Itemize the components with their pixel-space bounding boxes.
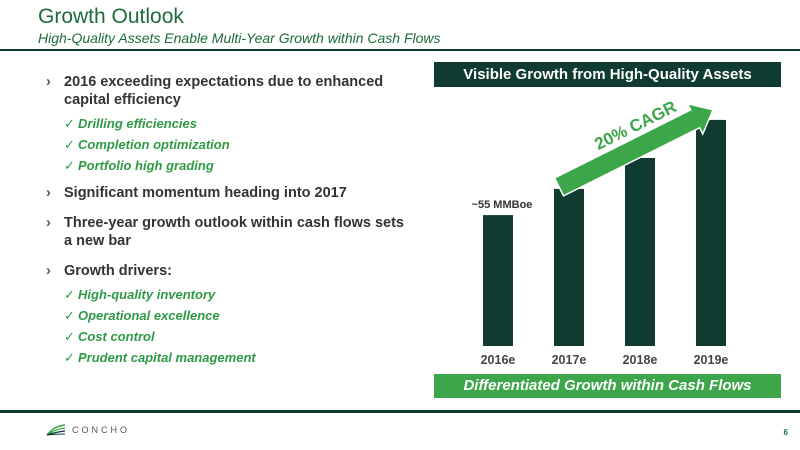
bar-2016e	[483, 215, 513, 346]
bar-2019e	[696, 119, 726, 347]
bullet-text: Significant momentum heading into 2017	[64, 185, 347, 201]
check-icon: ✓	[64, 116, 75, 131]
chevron-right-icon: ›	[46, 263, 51, 279]
bar-2017e	[554, 188, 584, 346]
chevron-right-icon: ›	[46, 215, 51, 231]
sub-bullet-item: ✓ Cost control	[46, 326, 406, 347]
sub-bullet-text: High-quality inventory	[78, 287, 216, 302]
bullet-item: › 2016 exceeding expectations due to enh…	[46, 73, 406, 109]
data-label: ~55 MMBoe	[472, 199, 533, 211]
check-icon: ✓	[64, 137, 75, 152]
sub-bullet-item: ✓ Operational excellence	[46, 305, 406, 326]
title-divider	[0, 49, 800, 51]
chevron-right-icon: ›	[46, 185, 51, 201]
bullet-text: Three-year growth outlook within cash fl…	[64, 215, 404, 249]
bar-2018e	[625, 157, 655, 346]
check-icon: ✓	[64, 158, 75, 173]
sub-bullet-item: ✓ High-quality inventory	[46, 284, 406, 305]
bullet-text: 2016 exceeding expectations due to enhan…	[64, 74, 384, 108]
bullet-item: › Significant momentum heading into 2017	[46, 184, 406, 202]
sub-bullet-item: ✓ Prudent capital management	[46, 347, 406, 368]
x-tick-label: 2017e	[552, 353, 587, 367]
sub-bullet-text: Prudent capital management	[78, 350, 256, 365]
sub-bullet-text: Cost control	[78, 329, 155, 344]
page-title: Growth Outlook	[38, 5, 184, 28]
x-tick-label: 2016e	[481, 353, 516, 367]
logo-mark-icon	[46, 424, 66, 436]
bullet-item: › Three-year growth outlook within cash …	[46, 214, 406, 250]
chevron-right-icon: ›	[46, 74, 51, 90]
sub-bullet-item: ✓ Drilling efficiencies	[46, 113, 406, 134]
sub-bullet-text: Portfolio high grading	[78, 158, 214, 173]
company-logo: CONCHO	[46, 424, 130, 436]
sub-bullet-item: ✓ Portfolio high grading	[46, 155, 406, 176]
x-tick-label: 2018e	[623, 353, 658, 367]
sub-bullet-text: Drilling efficiencies	[78, 116, 197, 131]
x-tick-label: 2019e	[694, 353, 729, 367]
bullet-item: › Growth drivers:	[46, 262, 406, 280]
chart-footer: Differentiated Growth within Cash Flows	[434, 374, 781, 398]
cagr-arrow	[553, 102, 715, 197]
footer-divider	[0, 410, 800, 413]
bullet-text: Growth drivers:	[64, 263, 172, 279]
sub-bullet-text: Completion optimization	[78, 137, 230, 152]
check-icon: ✓	[64, 350, 75, 365]
check-icon: ✓	[64, 287, 75, 302]
sub-bullet-text: Operational excellence	[78, 308, 220, 323]
bullet-list: › 2016 exceeding expectations due to enh…	[46, 73, 406, 368]
check-icon: ✓	[64, 329, 75, 344]
page-number: 6	[783, 428, 788, 437]
check-icon: ✓	[64, 308, 75, 323]
chart-header: Visible Growth from High-Quality Assets	[434, 62, 781, 87]
logo-text: CONCHO	[72, 425, 130, 435]
sub-bullet-item: ✓ Completion optimization	[46, 134, 406, 155]
page-subtitle: High-Quality Assets Enable Multi-Year Gr…	[38, 30, 441, 46]
